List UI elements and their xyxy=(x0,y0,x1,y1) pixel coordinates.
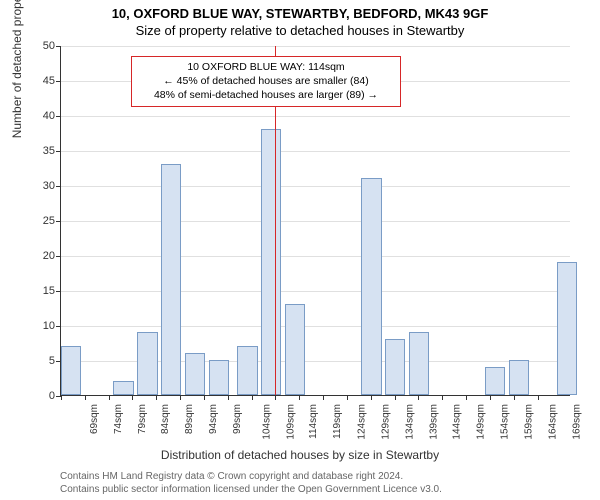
page-title: 10, OXFORD BLUE WAY, STEWARTBY, BEDFORD,… xyxy=(0,0,600,21)
histogram-bar xyxy=(185,353,205,395)
x-tick-label: 124sqm xyxy=(357,404,368,440)
y-tick-label: 30 xyxy=(27,180,55,192)
x-tick xyxy=(490,395,491,400)
x-tick-label: 169sqm xyxy=(571,404,582,440)
x-tick xyxy=(466,395,467,400)
y-axis-title: Number of detached properties xyxy=(10,0,24,138)
page-subtitle: Size of property relative to detached ho… xyxy=(0,21,600,38)
x-tick xyxy=(371,395,372,400)
y-tick xyxy=(56,256,61,257)
y-tick xyxy=(56,116,61,117)
histogram-bar xyxy=(237,346,257,395)
x-tick-label: 149sqm xyxy=(476,404,487,440)
x-tick-label: 89sqm xyxy=(184,404,195,434)
y-tick xyxy=(56,81,61,82)
y-tick-label: 25 xyxy=(27,215,55,227)
x-tick xyxy=(538,395,539,400)
x-tick xyxy=(299,395,300,400)
x-tick-label: 119sqm xyxy=(332,404,343,439)
x-tick xyxy=(228,395,229,400)
histogram-bar xyxy=(409,332,429,395)
histogram-bar xyxy=(361,178,381,395)
annotation-line: ← 45% of detached houses are smaller (84… xyxy=(138,74,394,88)
y-tick-label: 45 xyxy=(27,75,55,87)
x-tick-label: 129sqm xyxy=(381,404,392,440)
x-tick-label: 139sqm xyxy=(428,404,439,440)
y-tick xyxy=(56,221,61,222)
histogram-bar xyxy=(209,360,229,395)
gridline xyxy=(61,116,570,117)
x-tick xyxy=(132,395,133,400)
x-tick xyxy=(252,395,253,400)
y-tick-label: 10 xyxy=(27,320,55,332)
x-tick-label: 134sqm xyxy=(404,404,415,440)
y-tick xyxy=(56,291,61,292)
x-tick xyxy=(180,395,181,400)
x-tick-label: 114sqm xyxy=(308,404,319,439)
y-tick-label: 15 xyxy=(27,285,55,297)
x-tick-label: 84sqm xyxy=(161,404,172,434)
x-tick xyxy=(156,395,157,400)
y-tick xyxy=(56,151,61,152)
annotation-line: 48% of semi-detached houses are larger (… xyxy=(138,88,394,102)
x-tick-label: 79sqm xyxy=(137,404,148,434)
y-tick-label: 50 xyxy=(27,40,55,52)
x-tick xyxy=(275,395,276,400)
x-tick xyxy=(347,395,348,400)
gridline xyxy=(61,221,570,222)
attribution-line-1: Contains HM Land Registry data © Crown c… xyxy=(60,470,442,483)
histogram-bar xyxy=(261,129,281,395)
y-tick xyxy=(56,326,61,327)
attribution-line-2: Contains public sector information licen… xyxy=(60,483,442,496)
gridline xyxy=(61,186,570,187)
x-tick xyxy=(85,395,86,400)
attribution-text: Contains HM Land Registry data © Crown c… xyxy=(60,470,442,496)
y-tick-label: 35 xyxy=(27,145,55,157)
gridline xyxy=(61,151,570,152)
x-tick-label: 144sqm xyxy=(452,404,463,440)
x-tick xyxy=(395,395,396,400)
histogram-bar xyxy=(137,332,157,395)
y-tick-label: 0 xyxy=(27,390,55,402)
x-axis-title: Distribution of detached houses by size … xyxy=(0,448,600,462)
x-tick-label: 164sqm xyxy=(547,404,558,440)
histogram-bar xyxy=(557,262,577,395)
x-tick xyxy=(442,395,443,400)
x-tick-label: 154sqm xyxy=(500,404,511,440)
annotation-line: 10 OXFORD BLUE WAY: 114sqm xyxy=(138,60,394,74)
x-tick xyxy=(204,395,205,400)
x-tick xyxy=(109,395,110,400)
x-tick-label: 74sqm xyxy=(113,404,124,434)
x-tick-label: 104sqm xyxy=(261,404,272,440)
y-tick-label: 40 xyxy=(27,110,55,122)
x-tick-label: 99sqm xyxy=(232,404,243,434)
x-tick-label: 109sqm xyxy=(285,404,296,440)
y-tick-label: 5 xyxy=(27,355,55,367)
x-tick xyxy=(323,395,324,400)
histogram-bar xyxy=(61,346,81,395)
x-tick xyxy=(61,395,62,400)
annotation-box: 10 OXFORD BLUE WAY: 114sqm← 45% of detac… xyxy=(131,56,401,107)
histogram-bar xyxy=(161,164,181,395)
x-tick-label: 159sqm xyxy=(524,404,535,440)
gridline xyxy=(61,256,570,257)
gridline xyxy=(61,46,570,47)
histogram-bar xyxy=(509,360,529,395)
x-tick-label: 69sqm xyxy=(89,404,100,434)
chart-container: 10, OXFORD BLUE WAY, STEWARTBY, BEDFORD,… xyxy=(0,0,600,500)
gridline xyxy=(61,291,570,292)
histogram-bar xyxy=(285,304,305,395)
gridline xyxy=(61,326,570,327)
y-tick xyxy=(56,186,61,187)
histogram-bar xyxy=(113,381,133,395)
y-tick-label: 20 xyxy=(27,250,55,262)
plot-area: 0510152025303540455069sqm74sqm79sqm84sqm… xyxy=(60,46,570,396)
x-tick xyxy=(418,395,419,400)
histogram-bar xyxy=(385,339,405,395)
x-tick-label: 94sqm xyxy=(208,404,219,434)
y-tick xyxy=(56,46,61,47)
x-tick xyxy=(514,395,515,400)
histogram-bar xyxy=(485,367,505,395)
